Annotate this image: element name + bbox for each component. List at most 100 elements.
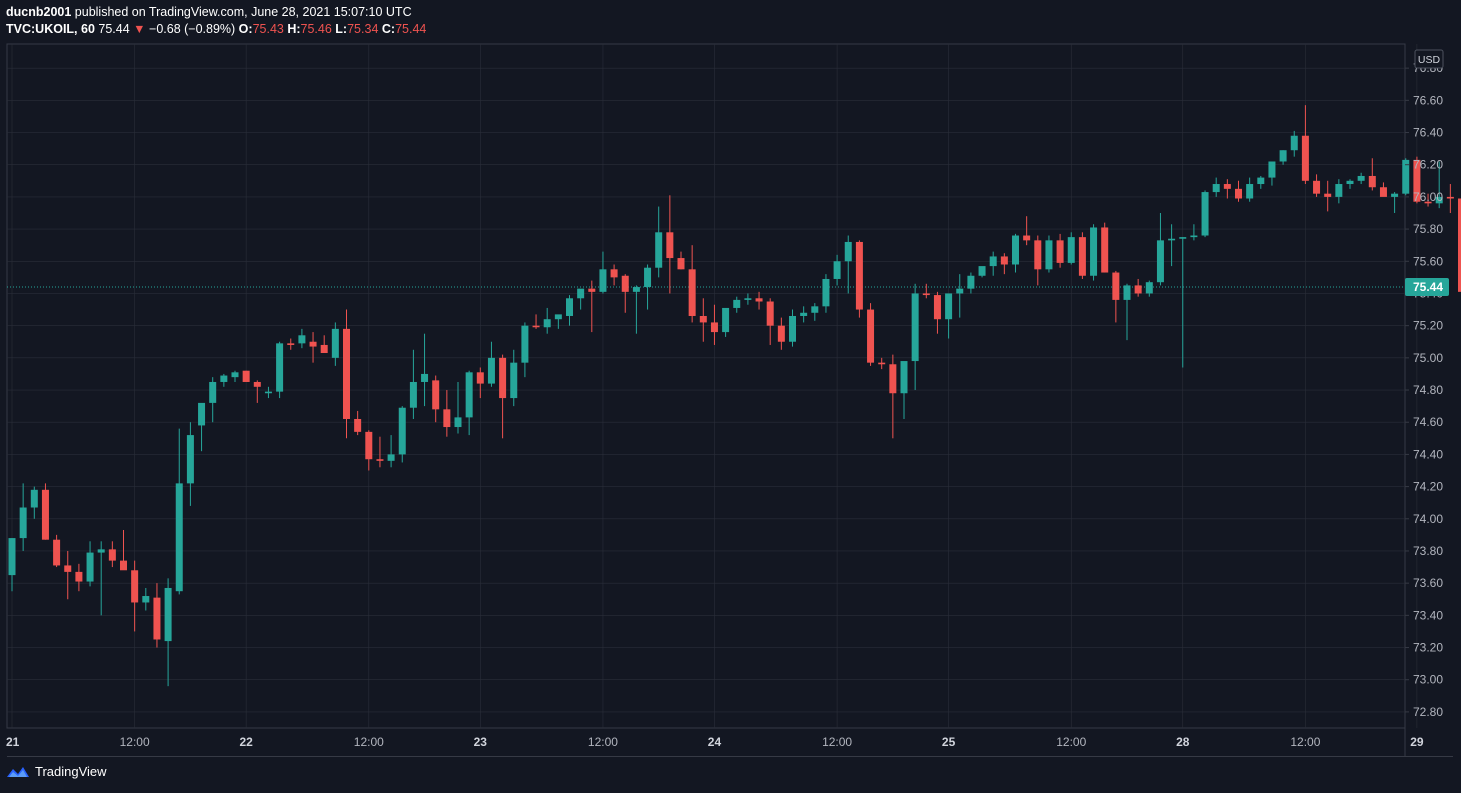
candle-body[interactable] bbox=[1078, 237, 1086, 276]
candle-body[interactable] bbox=[1112, 272, 1120, 300]
candle-body[interactable] bbox=[454, 417, 462, 428]
candle-body[interactable] bbox=[309, 341, 317, 347]
candle-body[interactable] bbox=[710, 322, 718, 333]
candle[interactable] bbox=[1067, 232, 1075, 265]
candle-body[interactable] bbox=[1290, 135, 1298, 151]
candle[interactable] bbox=[186, 422, 194, 506]
candle[interactable] bbox=[933, 291, 941, 334]
candle[interactable] bbox=[699, 298, 707, 342]
candle-body[interactable] bbox=[19, 507, 27, 539]
candle[interactable] bbox=[889, 354, 897, 439]
candle[interactable] bbox=[766, 298, 774, 345]
candle-body[interactable] bbox=[1045, 240, 1053, 270]
candle[interactable] bbox=[443, 390, 451, 437]
candle-body[interactable] bbox=[1090, 227, 1098, 276]
candle-body[interactable] bbox=[543, 319, 551, 328]
candle-body[interactable] bbox=[1402, 159, 1410, 194]
candle[interactable] bbox=[1056, 233, 1064, 268]
candle-body[interactable] bbox=[1179, 237, 1187, 239]
candle-body[interactable] bbox=[1134, 285, 1142, 294]
candle[interactable] bbox=[1000, 253, 1008, 275]
candle[interactable] bbox=[822, 274, 830, 313]
candle-body[interactable] bbox=[1279, 150, 1287, 162]
candle[interactable] bbox=[878, 357, 886, 370]
candle[interactable] bbox=[120, 530, 127, 571]
candle[interactable] bbox=[8, 538, 16, 592]
candle-body[interactable] bbox=[989, 256, 997, 267]
candle-body[interactable] bbox=[1257, 177, 1265, 185]
candle-body[interactable] bbox=[264, 391, 272, 394]
candle[interactable] bbox=[900, 361, 908, 419]
candle[interactable] bbox=[487, 341, 495, 387]
candle[interactable] bbox=[1101, 222, 1109, 273]
candle-body[interactable] bbox=[1379, 187, 1387, 197]
candle-body[interactable] bbox=[1201, 192, 1209, 236]
candle[interactable] bbox=[75, 563, 83, 592]
candle-body[interactable] bbox=[1190, 235, 1198, 238]
candle-body[interactable] bbox=[108, 549, 116, 561]
candle[interactable] bbox=[242, 370, 250, 382]
candle[interactable] bbox=[1424, 193, 1432, 207]
candle-body[interactable] bbox=[1023, 235, 1031, 241]
candle[interactable] bbox=[1179, 237, 1187, 368]
candle-body[interactable] bbox=[465, 372, 473, 418]
candle[interactable] bbox=[1313, 174, 1321, 197]
candle[interactable] bbox=[108, 541, 116, 568]
candle-body[interactable] bbox=[1156, 240, 1164, 283]
candle-body[interactable] bbox=[365, 431, 373, 460]
candle-body[interactable] bbox=[487, 357, 495, 384]
candles-layer[interactable] bbox=[8, 105, 1461, 687]
candle-body[interactable] bbox=[320, 344, 328, 354]
candle[interactable] bbox=[343, 309, 350, 439]
candle[interactable] bbox=[1045, 235, 1053, 273]
candle[interactable] bbox=[677, 251, 685, 270]
candle-body[interactable] bbox=[755, 298, 763, 302]
candle[interactable] bbox=[1379, 182, 1387, 197]
candle-body[interactable] bbox=[900, 361, 908, 394]
candle-body[interactable] bbox=[287, 343, 295, 345]
candle[interactable] bbox=[1134, 278, 1142, 297]
candle-body[interactable] bbox=[1223, 184, 1231, 189]
candle-body[interactable] bbox=[1324, 193, 1332, 197]
candle-body[interactable] bbox=[1301, 135, 1309, 181]
candle-body[interactable] bbox=[8, 538, 16, 576]
candle-body[interactable] bbox=[1034, 240, 1042, 270]
candle[interactable] bbox=[599, 251, 607, 294]
candle[interactable] bbox=[164, 578, 172, 687]
candle-body[interactable] bbox=[956, 288, 964, 294]
candle[interactable] bbox=[1357, 172, 1365, 185]
candle-body[interactable] bbox=[722, 307, 730, 333]
candle[interactable] bbox=[777, 317, 785, 350]
candle-body[interactable] bbox=[800, 312, 808, 316]
candle[interactable] bbox=[30, 486, 38, 519]
candle[interactable] bbox=[588, 280, 596, 333]
candle[interactable] bbox=[387, 435, 395, 468]
candle[interactable] bbox=[376, 436, 384, 468]
candle-body[interactable] bbox=[777, 325, 785, 342]
candle-body[interactable] bbox=[231, 372, 239, 378]
candle-body[interactable] bbox=[186, 435, 194, 484]
candle[interactable] bbox=[476, 367, 484, 399]
candle-body[interactable] bbox=[1123, 285, 1131, 300]
candle[interactable] bbox=[253, 380, 261, 403]
candle-body[interactable] bbox=[398, 407, 406, 455]
candle[interactable] bbox=[1212, 177, 1220, 197]
candle-body[interactable] bbox=[811, 306, 819, 313]
candle-body[interactable] bbox=[610, 269, 618, 278]
candle-body[interactable] bbox=[343, 328, 350, 419]
candle[interactable] bbox=[209, 377, 217, 423]
candle-body[interactable] bbox=[198, 402, 206, 426]
candle-body[interactable] bbox=[789, 315, 796, 342]
candle[interactable] bbox=[1257, 175, 1265, 189]
candle[interactable] bbox=[354, 410, 362, 436]
candle[interactable] bbox=[1346, 179, 1354, 189]
candle[interactable] bbox=[956, 274, 964, 318]
candle[interactable] bbox=[153, 583, 161, 648]
candle[interactable] bbox=[198, 402, 206, 452]
candle-body[interactable] bbox=[699, 315, 707, 323]
candle-body[interactable] bbox=[164, 587, 172, 642]
candle-body[interactable] bbox=[409, 381, 417, 408]
candle-body[interactable] bbox=[1012, 235, 1019, 265]
candle-body[interactable] bbox=[30, 489, 38, 508]
candle[interactable] bbox=[64, 550, 72, 600]
